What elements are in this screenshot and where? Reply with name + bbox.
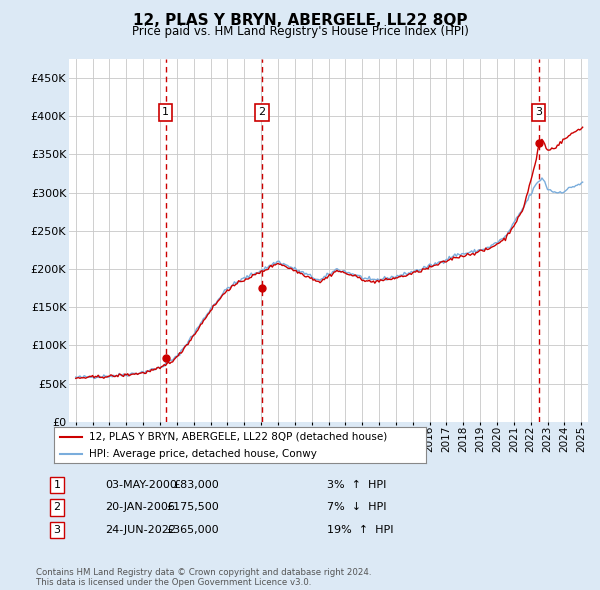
Text: 03-MAY-2000: 03-MAY-2000 — [105, 480, 177, 490]
Text: 12, PLAS Y BRYN, ABERGELE, LL22 8QP: 12, PLAS Y BRYN, ABERGELE, LL22 8QP — [133, 13, 467, 28]
Text: £83,000: £83,000 — [173, 480, 219, 490]
Point — [257, 283, 267, 293]
Text: 19%  ↑  HPI: 19% ↑ HPI — [327, 525, 394, 535]
Text: 12, PLAS Y BRYN, ABERGELE, LL22 8QP (detached house): 12, PLAS Y BRYN, ABERGELE, LL22 8QP (det… — [89, 432, 388, 442]
Text: £175,500: £175,500 — [166, 503, 219, 512]
Text: Contains HM Land Registry data © Crown copyright and database right 2024.
This d: Contains HM Land Registry data © Crown c… — [36, 568, 371, 587]
Text: 2: 2 — [259, 107, 266, 117]
Text: 7%  ↓  HPI: 7% ↓ HPI — [327, 503, 386, 512]
Text: 24-JUN-2022: 24-JUN-2022 — [105, 525, 176, 535]
Text: Price paid vs. HM Land Registry's House Price Index (HPI): Price paid vs. HM Land Registry's House … — [131, 25, 469, 38]
Text: 2: 2 — [53, 503, 61, 512]
Text: 20-JAN-2006: 20-JAN-2006 — [105, 503, 175, 512]
Point — [534, 138, 544, 148]
Point — [161, 354, 170, 363]
Text: £365,000: £365,000 — [166, 525, 219, 535]
Text: HPI: Average price, detached house, Conwy: HPI: Average price, detached house, Conw… — [89, 449, 317, 459]
Text: 1: 1 — [162, 107, 169, 117]
Text: 1: 1 — [53, 480, 61, 490]
Text: 3: 3 — [535, 107, 542, 117]
Text: 3%  ↑  HPI: 3% ↑ HPI — [327, 480, 386, 490]
Text: 3: 3 — [53, 525, 61, 535]
